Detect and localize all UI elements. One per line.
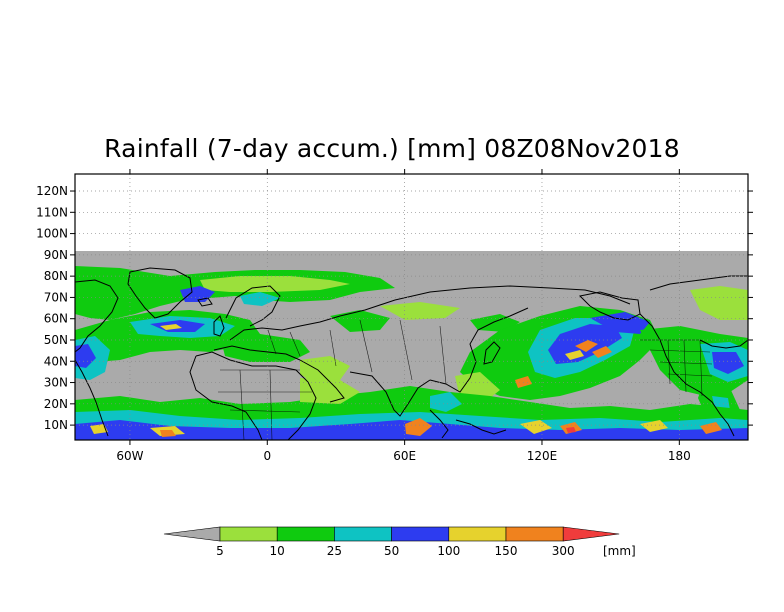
legend-threshold-label: 50	[384, 544, 399, 558]
lat-tick-label: 20N	[44, 397, 68, 411]
legend-threshold-label: 10	[270, 544, 285, 558]
longitude-axis: 60W060E120E180120W	[116, 169, 691, 463]
lon-tick-label: 60E	[393, 449, 416, 463]
legend-arrow-low	[163, 526, 221, 542]
legend-threshold-label: 100	[437, 544, 460, 558]
lon-tick-label: 60W	[116, 449, 143, 463]
lat-tick-label: 120N	[36, 184, 68, 198]
latitude-axis: 120N 110N 100N 90N 80N 70N 60N 50N 40N 30N 20N 10N	[36, 184, 753, 432]
legend-color-box	[391, 526, 450, 542]
legend-color-boxes	[163, 526, 620, 542]
legend-color-box	[505, 526, 564, 542]
coastlines	[75, 267, 748, 440]
lat-tick-label: 40N	[44, 354, 68, 368]
lat-tick-label: 30N	[44, 376, 68, 390]
lat-tick-label: 80N	[44, 269, 68, 283]
map-title: Rainfall (7-day accum.) [mm] 08Z08Nov201…	[104, 134, 680, 163]
lat-tick-label: 50N	[44, 333, 68, 347]
legend-color-box	[448, 526, 507, 542]
legend-threshold-label: 25	[327, 544, 342, 558]
lat-tick-label: 10N	[44, 418, 68, 432]
borders	[218, 319, 713, 440]
legend-color-box	[334, 526, 392, 542]
lat-tick-label: 100N	[36, 227, 68, 241]
legend-threshold-labels: 5 10 25 50 100 150 300	[216, 544, 574, 558]
legend-threshold-label: 300	[552, 544, 575, 558]
lat-tick-label: 70N	[44, 290, 68, 304]
rainfall-field	[75, 266, 748, 440]
legend-color-box	[219, 526, 278, 542]
legend-color-box	[276, 526, 335, 542]
legend-threshold-label: 5	[216, 544, 224, 558]
lon-tick-label: 180	[668, 449, 691, 463]
legend-unit: [mm]	[603, 544, 636, 558]
lat-tick-label: 110N	[36, 205, 68, 219]
plot-frame	[74, 173, 749, 441]
legend-arrow-high	[562, 526, 620, 542]
lon-tick-label: 120E	[527, 449, 558, 463]
grid-lines	[75, 174, 748, 440]
lat-tick-label: 90N	[44, 248, 68, 262]
lon-tick-label: 0	[263, 449, 271, 463]
legend-threshold-label: 150	[495, 544, 518, 558]
lat-tick-label: 60N	[44, 312, 68, 326]
